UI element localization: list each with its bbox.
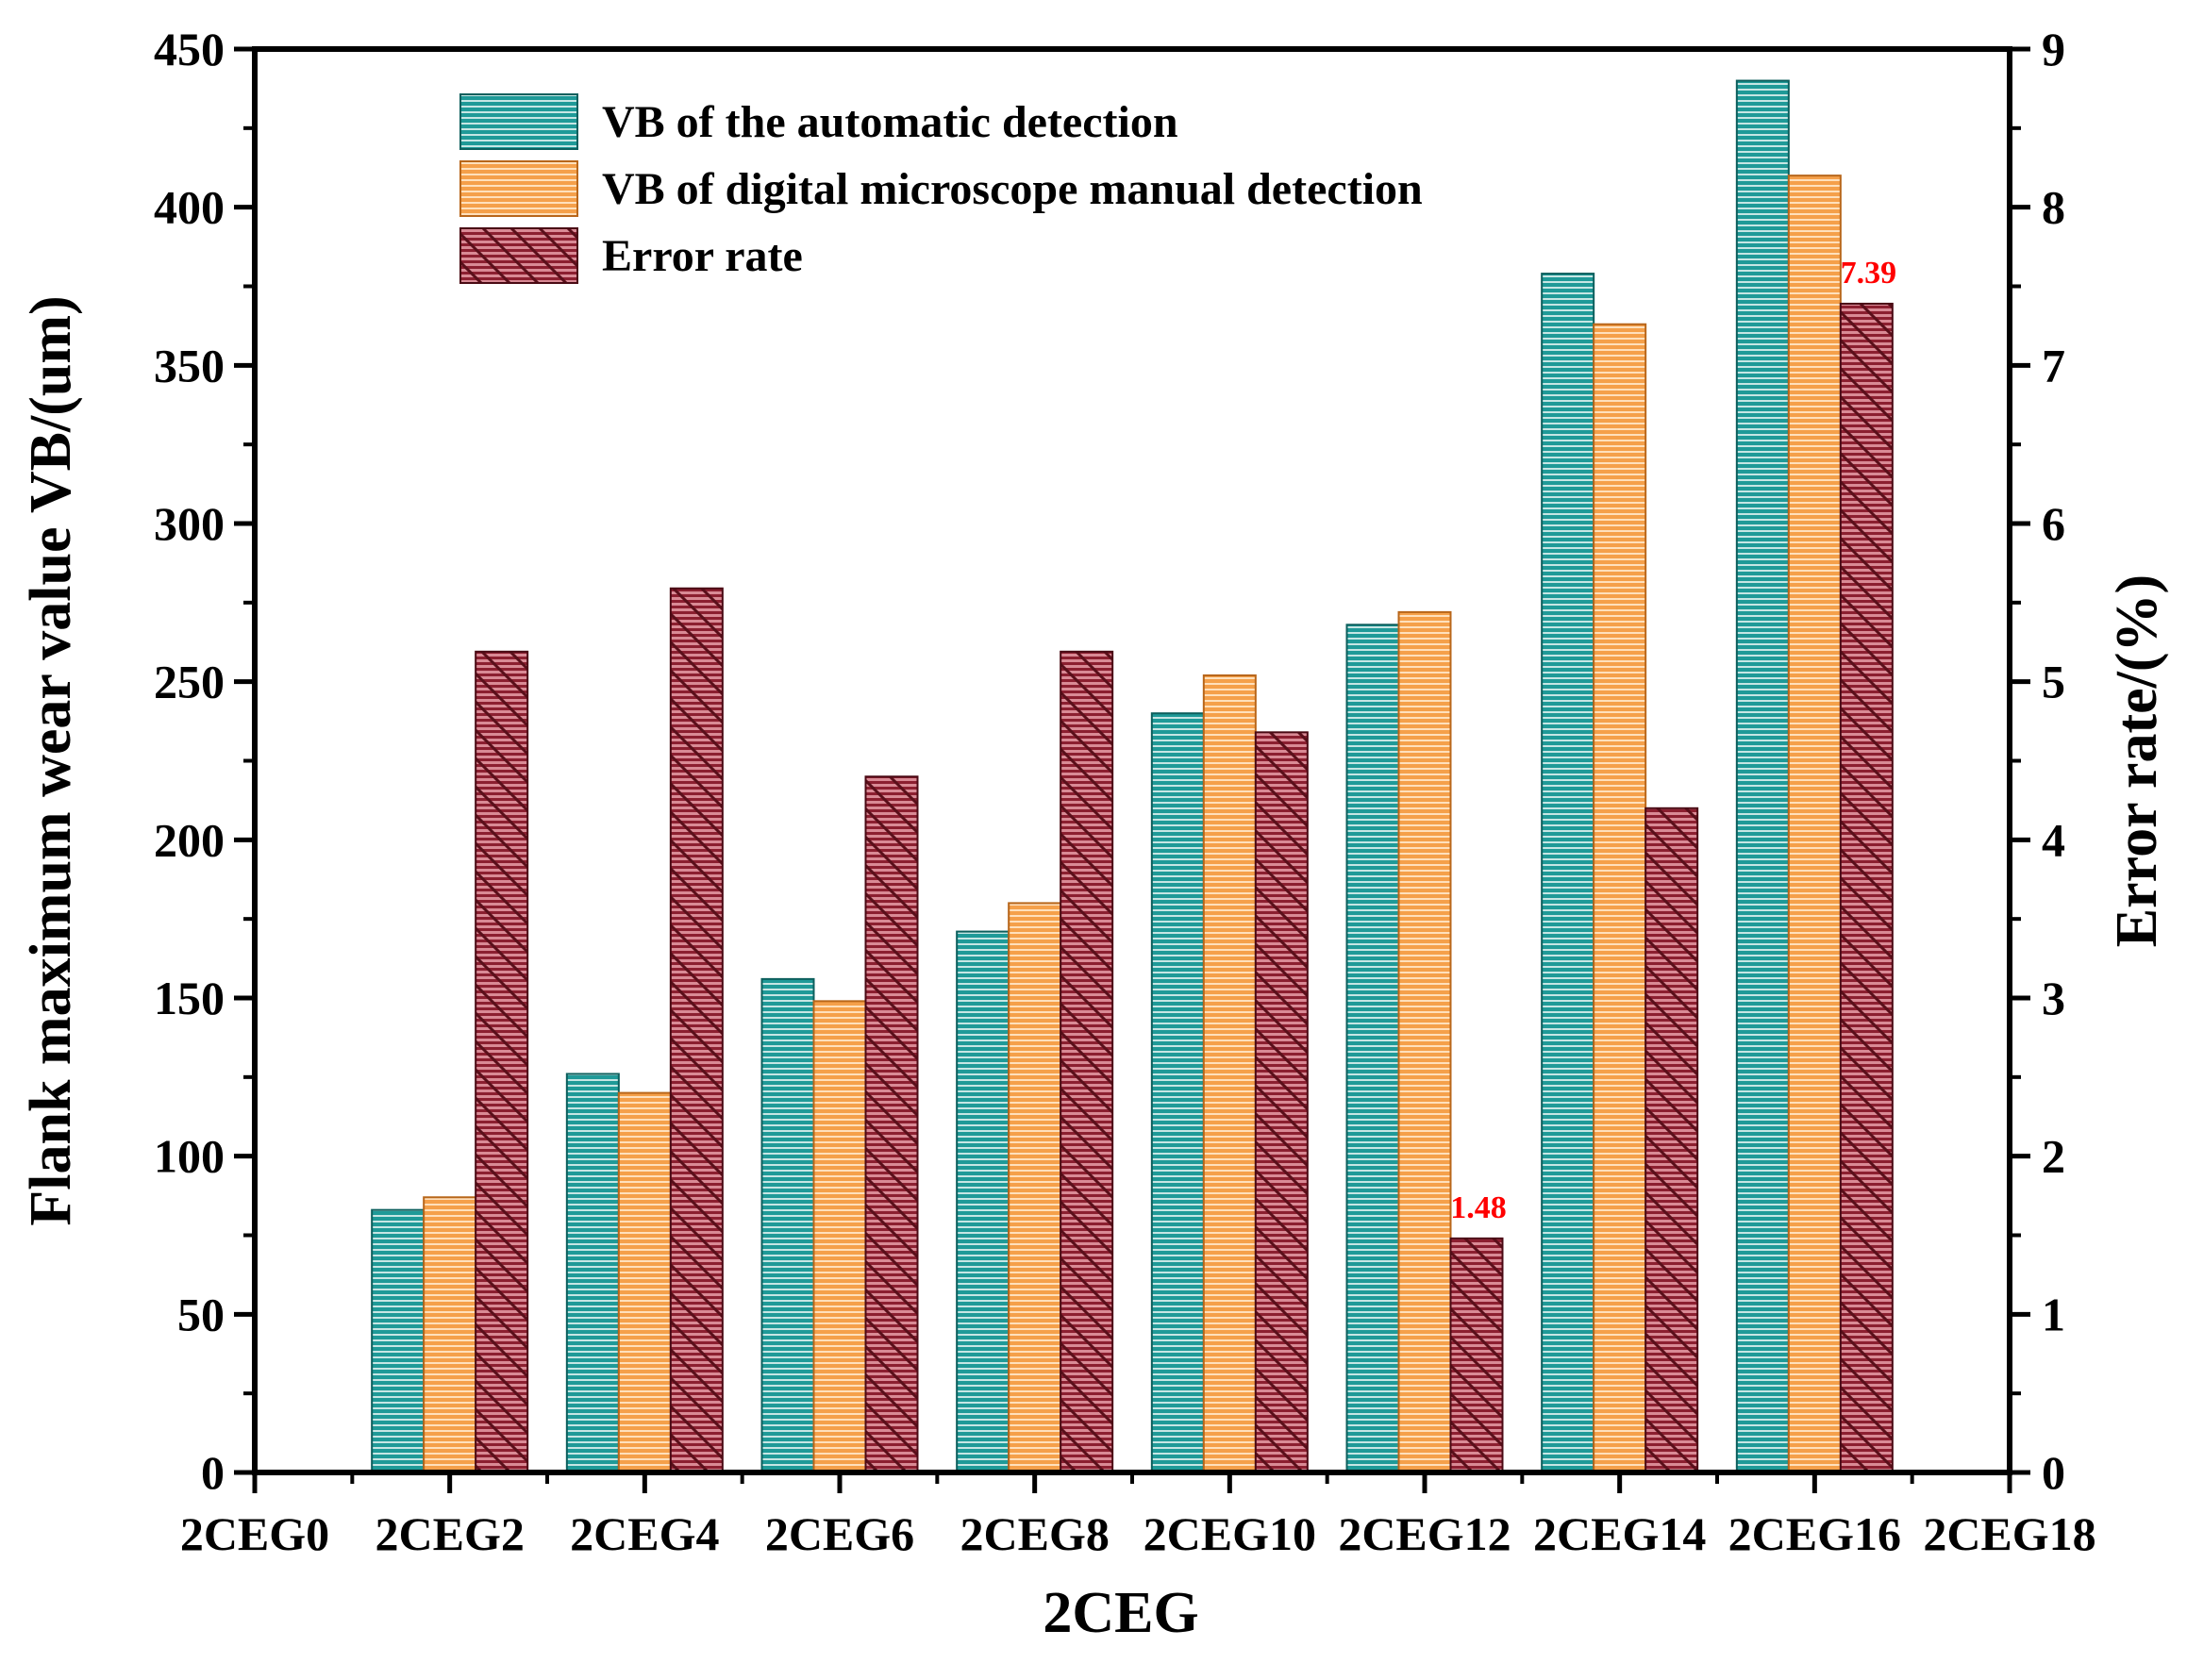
legend: VB of the automatic detection VB of digit… bbox=[459, 93, 1423, 284]
legend-swatch-vb-of-the-automatic-detection bbox=[459, 93, 578, 150]
y-tick-label: 50 bbox=[177, 1288, 225, 1340]
y2-tick-label: 9 bbox=[2042, 23, 2065, 75]
bar-vb-of-digital-microscope-manual-detection-2ceg14 bbox=[1593, 323, 1647, 1473]
y-tick-label: 400 bbox=[154, 181, 225, 234]
x-tick-label: 2CEG0 bbox=[180, 1507, 329, 1560]
legend-label-vb-of-digital-microscope-manual-detection: VB of digital microscope manual detectio… bbox=[602, 164, 1423, 214]
bar-vb-of-the-automatic-detection-2ceg2 bbox=[371, 1208, 426, 1473]
annotation-2ceg12: 1.48 bbox=[1450, 1190, 1507, 1225]
annotations-layer: 1.48 7.39 bbox=[1450, 256, 1896, 1225]
x-tick-label: 2CEG16 bbox=[1728, 1507, 1901, 1560]
y2-tick-label: 5 bbox=[2042, 656, 2065, 708]
y2-tick-label: 4 bbox=[2042, 813, 2065, 866]
y-axis-title: Flank maximum wear value VB/(um) bbox=[19, 295, 83, 1225]
bar-vb-of-the-automatic-detection-2ceg16 bbox=[1735, 79, 1790, 1474]
bar-vb-of-digital-microscope-manual-detection-2ceg12 bbox=[1397, 610, 1452, 1473]
x-axis-title: 2CEG bbox=[1043, 1581, 1198, 1645]
legend-swatch-error-rate bbox=[459, 227, 578, 284]
y2-tick-label: 8 bbox=[2042, 181, 2065, 234]
y-tick-label: 100 bbox=[154, 1130, 225, 1183]
x-tick-label: 2CEG4 bbox=[570, 1507, 719, 1560]
bar-vb-of-the-automatic-detection-2ceg12 bbox=[1345, 624, 1400, 1473]
x-tick-label: 2CEG6 bbox=[765, 1507, 914, 1560]
y-tick-label: 350 bbox=[154, 339, 225, 391]
legend-swatch-vb-of-digital-microscope-manual-detection bbox=[459, 160, 578, 217]
bar-error-rate-2ceg14 bbox=[1644, 807, 1699, 1473]
bar-vb-of-the-automatic-detection-2ceg4 bbox=[565, 1073, 620, 1473]
bar-vb-of-the-automatic-detection-2ceg14 bbox=[1541, 273, 1595, 1473]
bars-layer bbox=[371, 79, 1894, 1474]
y-tick-label: 150 bbox=[154, 972, 225, 1024]
annotation-2ceg16: 7.39 bbox=[1841, 256, 1897, 291]
bar-error-rate-2ceg16 bbox=[1839, 302, 1894, 1473]
y2-tick-label: 6 bbox=[2042, 497, 2065, 550]
x-tick-label: 2CEG2 bbox=[375, 1507, 524, 1560]
y2-tick-label: 3 bbox=[2042, 972, 2065, 1024]
bar-vb-of-digital-microscope-manual-detection-2ceg8 bbox=[1008, 902, 1062, 1473]
x-tick-label: 2CEG10 bbox=[1144, 1507, 1316, 1560]
bar-vb-of-the-automatic-detection-2ceg10 bbox=[1150, 712, 1205, 1473]
bar-error-rate-2ceg6 bbox=[864, 775, 919, 1473]
y-tick-label: 200 bbox=[154, 813, 225, 866]
y2-tick-label: 0 bbox=[2042, 1446, 2065, 1499]
bar-vb-of-digital-microscope-manual-detection-2ceg16 bbox=[1787, 175, 1842, 1474]
bar-error-rate-2ceg4 bbox=[669, 587, 724, 1473]
bar-vb-of-digital-microscope-manual-detection-2ceg4 bbox=[617, 1091, 672, 1473]
legend-label-error-rate: Error rate bbox=[602, 231, 803, 281]
y-tick-label: 250 bbox=[154, 656, 225, 708]
axes-layer: 0 50 100 150 200 250 300 350 400 450 0 1 2 3 4 5 6 7 8 9 2CE… bbox=[154, 23, 2096, 1560]
bar-vb-of-digital-microscope-manual-detection-2ceg10 bbox=[1202, 674, 1257, 1473]
bar-error-rate-2ceg12 bbox=[1449, 1237, 1504, 1474]
y2-tick-label: 1 bbox=[2042, 1288, 2065, 1340]
bar-error-rate-2ceg8 bbox=[1060, 650, 1114, 1473]
x-tick-label: 2CEG18 bbox=[1923, 1507, 2095, 1560]
bar-error-rate-2ceg2 bbox=[475, 650, 529, 1473]
y2-tick-label: 7 bbox=[2042, 339, 2065, 391]
y2-axis-title: Error rate/(%) bbox=[2105, 574, 2169, 947]
bar-vb-of-digital-microscope-manual-detection-2ceg2 bbox=[423, 1196, 477, 1473]
bar-error-rate-2ceg10 bbox=[1254, 731, 1309, 1473]
x-tick-label: 2CEG14 bbox=[1533, 1507, 1706, 1560]
x-tick-label: 2CEG12 bbox=[1338, 1507, 1511, 1560]
bar-vb-of-the-automatic-detection-2ceg8 bbox=[956, 930, 1010, 1473]
x-tick-label: 2CEG8 bbox=[960, 1507, 1109, 1560]
legend-label-vb-of-the-automatic-detection: VB of the automatic detection bbox=[602, 97, 1178, 147]
y-tick-label: 0 bbox=[201, 1446, 225, 1499]
y-tick-label: 450 bbox=[154, 23, 225, 75]
bar-vb-of-the-automatic-detection-2ceg6 bbox=[760, 977, 815, 1473]
bar-vb-of-digital-microscope-manual-detection-2ceg6 bbox=[812, 1000, 867, 1474]
y-tick-label: 300 bbox=[154, 497, 225, 550]
y2-tick-label: 2 bbox=[2042, 1130, 2065, 1183]
